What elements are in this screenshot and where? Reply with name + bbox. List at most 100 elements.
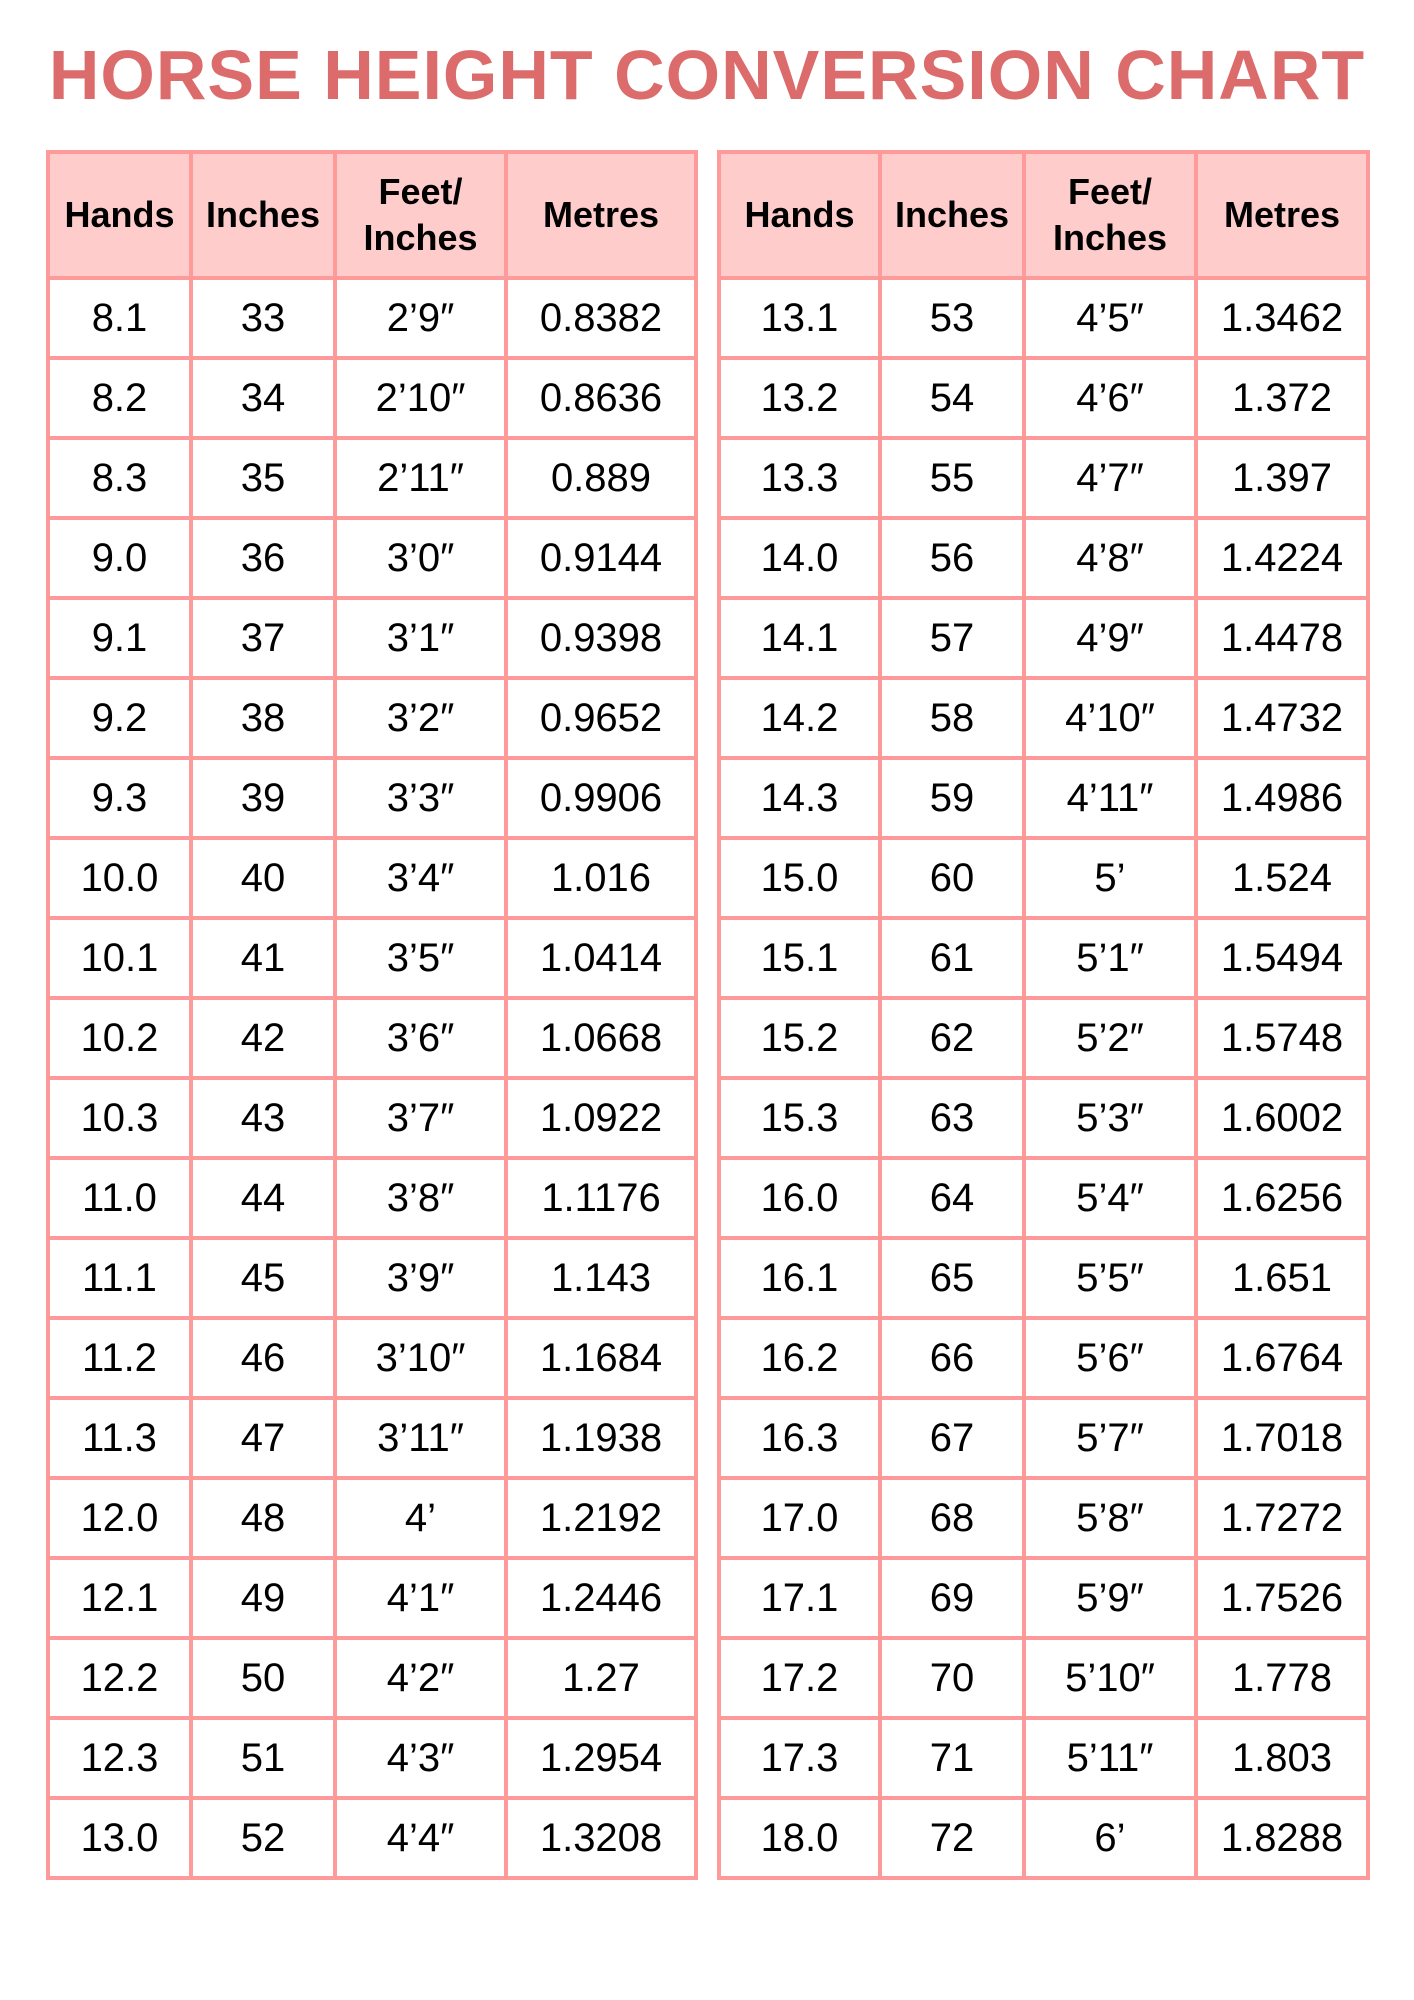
cell-hands: 9.1 [46,596,193,680]
table-row: 15.1 61 5’1″ 1.5494 [717,916,1370,1000]
cell-hands: 13.0 [46,1796,193,1880]
cell-inches: 61 [878,916,1026,1000]
cell-metres: 1.2192 [504,1476,698,1560]
cell-feet-inches: 4’8″ [1022,516,1198,600]
table-row: 12.2 50 4’2″ 1.27 [46,1636,698,1720]
cell-metres: 1.4224 [1194,516,1370,600]
cell-metres: 0.9906 [504,756,698,840]
cell-feet-inches: 5’7″ [1022,1396,1198,1480]
cell-hands: 14.1 [717,596,882,680]
cell-inches: 55 [878,436,1026,520]
cell-inches: 35 [189,436,337,520]
cell-hands: 16.3 [717,1396,882,1480]
table-row: 10.1 41 3’5″ 1.0414 [46,916,698,1000]
cell-inches: 36 [189,516,337,600]
cell-metres: 1.803 [1194,1716,1370,1800]
table-row: 9.3 39 3’3″ 0.9906 [46,756,698,840]
table-row: 10.2 42 3’6″ 1.0668 [46,996,698,1080]
cell-metres: 1.524 [1194,836,1370,920]
cell-metres: 0.9398 [504,596,698,680]
table-row: 8.2 34 2’10″ 0.8636 [46,356,698,440]
cell-hands: 8.1 [46,276,193,360]
cell-hands: 17.3 [717,1716,882,1800]
table-row: 13.0 52 4’4″ 1.3208 [46,1796,698,1880]
cell-inches: 63 [878,1076,1026,1160]
cell-inches: 69 [878,1556,1026,1640]
cell-feet-inches: 3’3″ [333,756,508,840]
cell-inches: 38 [189,676,337,760]
cell-metres: 1.3208 [504,1796,698,1880]
cell-inches: 47 [189,1396,337,1480]
cell-feet-inches: 5’6″ [1022,1316,1198,1400]
cell-feet-inches: 2’10″ [333,356,508,440]
cell-inches: 40 [189,836,337,920]
cell-hands: 8.2 [46,356,193,440]
cell-inches: 52 [189,1796,337,1880]
cell-hands: 16.2 [717,1316,882,1400]
cell-feet-inches: 4’5″ [1022,276,1198,360]
cell-hands: 10.3 [46,1076,193,1160]
table-row: 17.2 70 5’10″ 1.778 [717,1636,1370,1720]
cell-hands: 13.3 [717,436,882,520]
cell-metres: 1.27 [504,1636,698,1720]
cell-feet-inches: 3’9″ [333,1236,508,1320]
table-row: 10.0 40 3’4″ 1.016 [46,836,698,920]
cell-metres: 1.8288 [1194,1796,1370,1880]
cell-inches: 42 [189,996,337,1080]
table-row: 14.2 58 4’10″ 1.4732 [717,676,1370,760]
cell-metres: 1.2954 [504,1716,698,1800]
cell-hands: 11.0 [46,1156,193,1240]
table-row: 9.1 37 3’1″ 0.9398 [46,596,698,680]
table-row: 13.3 55 4’7″ 1.397 [717,436,1370,520]
cell-inches: 56 [878,516,1026,600]
cell-metres: 1.5748 [1194,996,1370,1080]
cell-feet-inches: 4’4″ [333,1796,508,1880]
cell-metres: 0.9144 [504,516,698,600]
cell-metres: 1.0922 [504,1076,698,1160]
cell-inches: 57 [878,596,1026,680]
cell-feet-inches: 4’3″ [333,1716,508,1800]
cell-metres: 1.1684 [504,1316,698,1400]
table-row: 16.3 67 5’7″ 1.7018 [717,1396,1370,1480]
cell-inches: 48 [189,1476,337,1560]
header-row: Hands Inches Feet/ Inches Metres [46,150,698,280]
cell-feet-inches: 5’3″ [1022,1076,1198,1160]
column-header-metres: Metres [504,150,698,280]
cell-inches: 51 [189,1716,337,1800]
column-header-inches: Inches [878,150,1026,280]
cell-hands: 16.0 [717,1156,882,1240]
cell-hands: 13.1 [717,276,882,360]
cell-inches: 64 [878,1156,1026,1240]
cell-inches: 45 [189,1236,337,1320]
cell-feet-inches: 3’2″ [333,676,508,760]
cell-feet-inches: 5’1″ [1022,916,1198,1000]
cell-hands: 17.2 [717,1636,882,1720]
table-row: 8.1 33 2’9″ 0.8382 [46,276,698,360]
cell-inches: 60 [878,836,1026,920]
cell-metres: 1.016 [504,836,698,920]
cell-hands: 15.0 [717,836,882,920]
cell-inches: 65 [878,1236,1026,1320]
cell-metres: 1.0414 [504,916,698,1000]
column-header-inches: Inches [189,150,337,280]
cell-hands: 10.0 [46,836,193,920]
table-row: 15.3 63 5’3″ 1.6002 [717,1076,1370,1160]
cell-inches: 37 [189,596,337,680]
cell-metres: 1.7018 [1194,1396,1370,1480]
cell-metres: 1.372 [1194,356,1370,440]
cell-hands: 10.2 [46,996,193,1080]
cell-feet-inches: 4’6″ [1022,356,1198,440]
cell-metres: 1.397 [1194,436,1370,520]
cell-inches: 68 [878,1476,1026,1560]
cell-hands: 15.1 [717,916,882,1000]
table-row: 15.2 62 5’2″ 1.5748 [717,996,1370,1080]
cell-feet-inches: 5’10″ [1022,1636,1198,1720]
cell-inches: 59 [878,756,1026,840]
cell-hands: 15.2 [717,996,882,1080]
column-header-feet-inches: Feet/ Inches [1022,150,1198,280]
table-row: 12.3 51 4’3″ 1.2954 [46,1716,698,1800]
cell-metres: 1.3462 [1194,276,1370,360]
column-header-hands: Hands [717,150,882,280]
cell-hands: 9.3 [46,756,193,840]
table-row: 9.0 36 3’0″ 0.9144 [46,516,698,600]
